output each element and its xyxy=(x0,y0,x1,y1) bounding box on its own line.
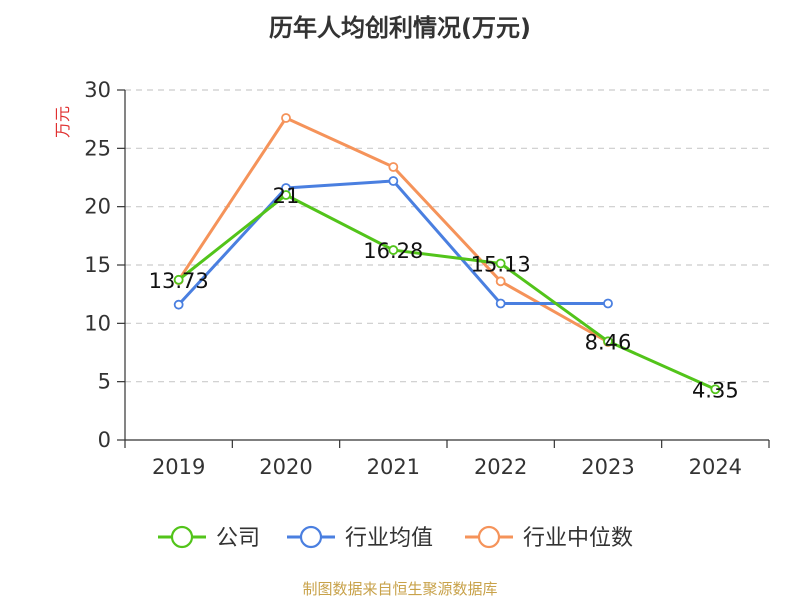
y-tick-label: 5 xyxy=(98,370,111,394)
y-tick-label: 20 xyxy=(84,195,111,219)
data-point xyxy=(710,384,721,395)
y-tick-label: 10 xyxy=(84,311,111,335)
data-label: 15.13 xyxy=(471,252,531,276)
series-line xyxy=(177,193,716,391)
source-note: 制图数据来自恒生聚源数据库 xyxy=(302,580,498,598)
legend-item[interactable]: 行业中位数 xyxy=(465,525,633,551)
data-point xyxy=(603,298,613,309)
y-tick-label: 15 xyxy=(84,253,111,277)
data-point xyxy=(603,336,613,347)
data-point xyxy=(173,299,184,310)
data-point xyxy=(388,162,399,172)
series-lines xyxy=(173,113,721,395)
y-axis-label: 万元 xyxy=(53,106,72,138)
chart-title: 历年人均创利情况(万元) xyxy=(269,14,531,42)
x-tick-label: 2021 xyxy=(367,455,420,479)
x-tick-label: 2023 xyxy=(581,455,634,479)
x-tick-label: 2019 xyxy=(152,455,205,479)
data-point xyxy=(388,176,399,186)
data-label: 4.35 xyxy=(692,378,739,402)
data-point xyxy=(495,258,506,269)
legend-marker xyxy=(477,525,501,549)
legend: 公司 行业均值 行业中位数 xyxy=(158,525,633,551)
data-point xyxy=(281,190,291,200)
gridlines xyxy=(125,89,769,383)
legend-item[interactable]: 行业均值 xyxy=(287,525,433,551)
data-label: 13.73 xyxy=(149,269,209,293)
data-point xyxy=(388,245,399,255)
legend-marker xyxy=(299,525,323,549)
y-tick-label: 30 xyxy=(84,78,111,102)
y-tick-label: 25 xyxy=(84,136,111,160)
data-point xyxy=(281,113,291,123)
legend-label: 公司 xyxy=(216,526,260,551)
y-tick-label: 0 xyxy=(98,428,111,452)
axes: 0 5 10 15 20 25 30 万元 2019 2020 2021 2022 2023 2024 xyxy=(53,78,770,479)
data-label: 21 xyxy=(273,184,300,208)
legend-marker xyxy=(170,525,194,549)
x-tick-label: 2020 xyxy=(259,455,312,479)
legend-label: 行业均值 xyxy=(345,526,433,551)
data-label: 8.46 xyxy=(585,330,632,354)
data-point xyxy=(495,298,506,309)
data-label: 16.28 xyxy=(363,239,423,263)
data-point xyxy=(495,276,506,287)
data-labels: 13.73 21 16.28 15.13 8.46 4.35 xyxy=(149,184,739,402)
x-tick-label: 2022 xyxy=(474,455,527,479)
legend-label: 行业中位数 xyxy=(523,526,633,551)
data-point xyxy=(173,274,184,285)
x-tick-label: 2024 xyxy=(689,455,742,479)
legend-item[interactable]: 公司 xyxy=(158,525,260,551)
